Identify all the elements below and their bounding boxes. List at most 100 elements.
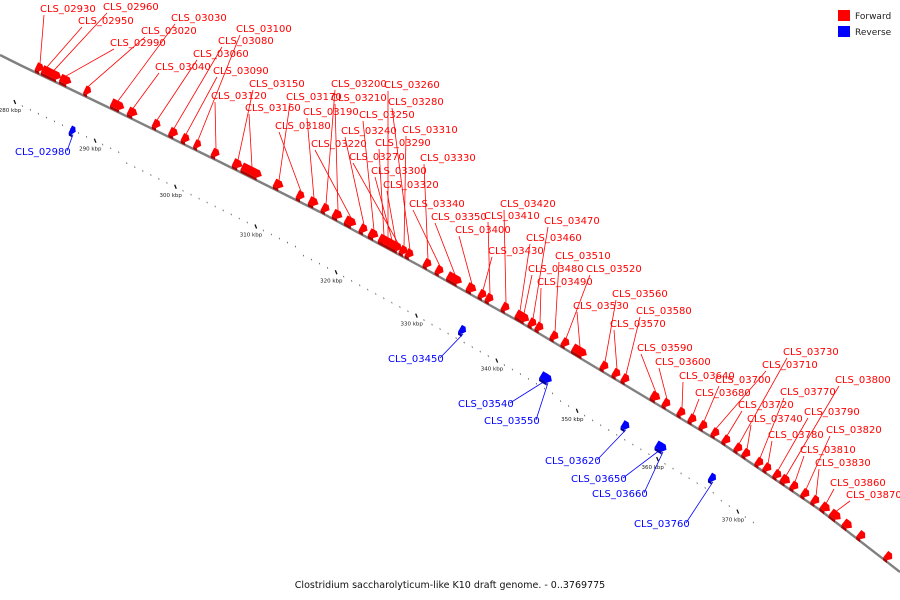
- leader-CLS_03320: [386, 190, 397, 243]
- gene-label-CLS_02990[interactable]: CLS_02990: [110, 38, 166, 49]
- leader-CLS_03350: [434, 222, 456, 275]
- gene-label-CLS_03350[interactable]: CLS_03350: [431, 212, 487, 223]
- gene-label-CLS_03220[interactable]: CLS_03220: [311, 139, 367, 150]
- gene-label-CLS_03560[interactable]: CLS_03560: [612, 289, 668, 300]
- gene-label-CLS_03510[interactable]: CLS_03510: [555, 251, 611, 262]
- leader-CLS_03870: [835, 500, 851, 512]
- gene-label-CLS_03030[interactable]: CLS_03030: [171, 13, 227, 24]
- gene-label-CLS_03150[interactable]: CLS_03150: [249, 79, 305, 90]
- gene-label-CLS_03640[interactable]: CLS_03640: [679, 371, 735, 382]
- gene-label-CLS_03490[interactable]: CLS_03490: [537, 277, 593, 288]
- gene-label-CLS_02950[interactable]: CLS_02950: [78, 16, 134, 27]
- gene-label-CLS_03250[interactable]: CLS_03250: [359, 110, 415, 121]
- gene-label-CLS_03650[interactable]: CLS_03650: [571, 474, 627, 485]
- leader-CLS_03810: [794, 455, 805, 483]
- gene-label-CLS_03550[interactable]: CLS_03550: [484, 416, 540, 427]
- gene-label-CLS_03620[interactable]: CLS_03620: [545, 456, 601, 467]
- minor-tick: [238, 217, 240, 220]
- gene-label-CLS_03830[interactable]: CLS_03830: [815, 458, 871, 469]
- gene-label-CLS_03700[interactable]: CLS_03700: [715, 375, 771, 386]
- gene-arrow-CLS_03400: [465, 282, 477, 296]
- gene-label-CLS_03290[interactable]: CLS_03290: [375, 138, 431, 149]
- gene-label-CLS_03160[interactable]: CLS_03160: [245, 103, 301, 114]
- gene-label-CLS_03540[interactable]: CLS_03540: [458, 399, 514, 410]
- gene-label-CLS_03210[interactable]: CLS_03210: [331, 93, 387, 104]
- gene-label-CLS_03460[interactable]: CLS_03460: [526, 233, 582, 244]
- gene-label-CLS_03280[interactable]: CLS_03280: [388, 97, 444, 108]
- gene-label-CLS_03190[interactable]: CLS_03190: [303, 107, 359, 118]
- gene-label-CLS_03470[interactable]: CLS_03470: [544, 216, 600, 227]
- minor-tick: [53, 120, 56, 123]
- leader-CLS_03640: [681, 381, 684, 409]
- gene-label-CLS_03040[interactable]: CLS_03040: [155, 62, 211, 73]
- minor-tick: [294, 245, 297, 248]
- leader-CLS_03480: [523, 274, 533, 314]
- leader-CLS_03590: [640, 353, 657, 393]
- gene-label-CLS_03310[interactable]: CLS_03310: [402, 125, 458, 136]
- gene-label-CLS_03860[interactable]: CLS_03860: [830, 478, 886, 489]
- leader-CLS_03210: [334, 103, 339, 211]
- gene-label-CLS_03430[interactable]: CLS_03430: [488, 246, 544, 257]
- gene-label-CLS_03170[interactable]: CLS_03170: [286, 92, 342, 103]
- gene-label-CLS_03060[interactable]: CLS_03060: [193, 49, 249, 60]
- gene-label-CLS_03340[interactable]: CLS_03340: [409, 199, 465, 210]
- gene-label-CLS_03320[interactable]: CLS_03320: [383, 180, 439, 191]
- gene-label-CLS_03720[interactable]: CLS_03720: [738, 400, 794, 411]
- gene-arrow-CLS_03180: [295, 190, 305, 203]
- gene-label-CLS_03590[interactable]: CLS_03590: [637, 343, 693, 354]
- gene-label-CLS_02960[interactable]: CLS_02960: [103, 2, 159, 13]
- gene-label-CLS_03780[interactable]: CLS_03780: [768, 430, 824, 441]
- minor-tick: [391, 301, 393, 304]
- gene-label-CLS_03810[interactable]: CLS_03810: [800, 445, 856, 456]
- minor-tick: [471, 346, 473, 348]
- leader-CLS_03560: [604, 299, 617, 363]
- gene-label-CLS_03580[interactable]: CLS_03580: [636, 306, 692, 317]
- gene-label-CLS_03180[interactable]: CLS_03180: [275, 121, 331, 132]
- gene-label-CLS_03680[interactable]: CLS_03680: [695, 388, 751, 399]
- gene-label-CLS_02930[interactable]: CLS_02930: [40, 4, 96, 15]
- gene-label-CLS_03090[interactable]: CLS_03090: [213, 66, 269, 77]
- gene-label-CLS_03400[interactable]: CLS_03400: [455, 225, 511, 236]
- gene-label-CLS_03270[interactable]: CLS_03270: [349, 152, 405, 163]
- gene-label-CLS_03820[interactable]: CLS_03820: [826, 425, 882, 436]
- gene-label-CLS_03660[interactable]: CLS_03660: [592, 489, 648, 500]
- gene-label-CLS_03240[interactable]: CLS_03240: [341, 126, 397, 137]
- minor-tick: [487, 355, 489, 357]
- gene-label-CLS_03570[interactable]: CLS_03570: [610, 319, 666, 330]
- gene-label-CLS_03080[interactable]: CLS_03080: [218, 36, 274, 47]
- gene-label-CLS_03450[interactable]: CLS_03450: [388, 354, 444, 365]
- gene-label-CLS_03790[interactable]: CLS_03790: [804, 407, 860, 418]
- gene-label-CLS_03710[interactable]: CLS_03710: [762, 360, 818, 371]
- gene-label-CLS_03300[interactable]: CLS_03300: [371, 166, 427, 177]
- minor-tick: [608, 429, 610, 431]
- minor-tick: [367, 288, 369, 291]
- gene-label-CLS_03260[interactable]: CLS_03260: [384, 80, 440, 91]
- gene-label-CLS_03120[interactable]: CLS_03120: [211, 91, 267, 102]
- gene-label-CLS_03020[interactable]: CLS_03020: [141, 26, 197, 37]
- gene-label-CLS_03100[interactable]: CLS_03100: [236, 24, 292, 35]
- gene-label-CLS_03740[interactable]: CLS_03740: [747, 414, 803, 425]
- leader-CLS_03570: [613, 329, 618, 370]
- leader-CLS_03400: [458, 235, 473, 285]
- gene-label-CLS_03330[interactable]: CLS_03330: [420, 153, 476, 164]
- gene-label-CLS_03770[interactable]: CLS_03770: [780, 387, 836, 398]
- gene-label-CLS_03800[interactable]: CLS_03800: [835, 375, 891, 386]
- gene-label-CLS_03760[interactable]: CLS_03760: [634, 519, 690, 530]
- gene-label-CLS_03730[interactable]: CLS_03730: [783, 347, 839, 358]
- gene-label-CLS_03520[interactable]: CLS_03520: [586, 264, 642, 275]
- minor-tick: [592, 419, 594, 422]
- leader-CLS_02930: [39, 14, 45, 64]
- tick-label-310: 310 kbp: [240, 233, 263, 239]
- gene-label-CLS_03420[interactable]: CLS_03420: [500, 199, 556, 210]
- minor-tick: [447, 332, 449, 335]
- gene-arrow-CLS_03450: [457, 324, 467, 337]
- gene-label-CLS_03410[interactable]: CLS_03410: [484, 211, 540, 222]
- gene-label-CLS_03530[interactable]: CLS_03530: [573, 301, 629, 312]
- gene-label-CLS_02980[interactable]: CLS_02980: [15, 147, 71, 158]
- gene-label-CLS_03480[interactable]: CLS_03480: [528, 264, 584, 275]
- minor-tick: [600, 424, 602, 427]
- gene-label-CLS_03200[interactable]: CLS_03200: [331, 79, 387, 90]
- gene-label-CLS_03870[interactable]: CLS_03870: [846, 490, 900, 501]
- gene-label-CLS_03600[interactable]: CLS_03600: [655, 357, 711, 368]
